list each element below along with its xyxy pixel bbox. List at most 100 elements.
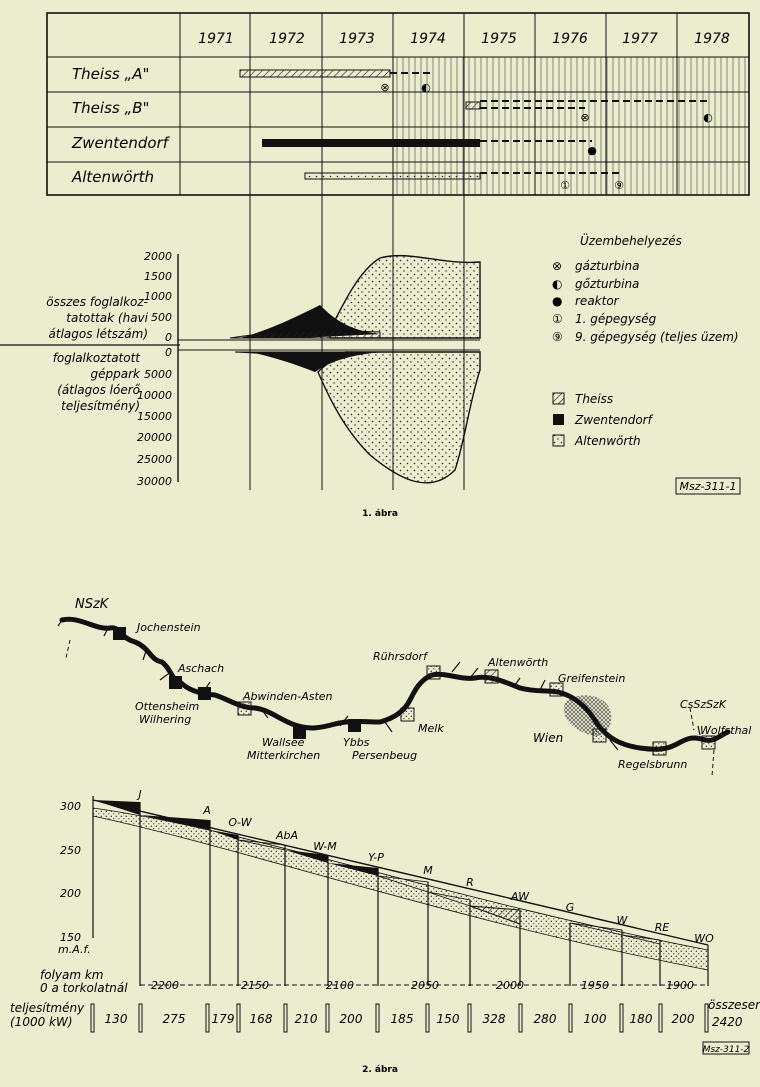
svg-text:280: 280 [534,1012,557,1026]
svg-text:2420: 2420 [712,1015,743,1029]
stamp-box [675,477,741,495]
svg-text:Wilhering: Wilhering [139,713,191,726]
station-ottensheim [198,687,211,700]
svg-text:G: G [566,901,575,914]
station-regelsbrunn [652,741,667,756]
figure-2-danube: NSzK CsSzSzK Wien Jochenstein Aschach Ot… [10,597,760,1075]
svg-text:1900: 1900 [666,979,694,992]
legend-zwentendorf-swatch [553,414,564,425]
theiss-workforce-area [229,330,381,339]
bar-theiss-a [239,69,391,78]
svg-text:géppark: géppark [91,367,142,381]
svg-text:20000: 20000 [137,431,172,444]
year-header: 1971 1972 1973 1974 1975 1976 1977 1978 [198,31,730,47]
svg-text:2000: 2000 [496,979,524,992]
svg-text:130: 130 [105,1012,128,1026]
legend-reactor-icon: ● [552,294,562,308]
svg-text:1950: 1950 [581,979,609,992]
svg-text:Melk: Melk [418,722,444,735]
zwentendorf-workforce-area [240,305,380,338]
svg-text:500: 500 [151,311,172,324]
svg-text:M: M [423,864,433,877]
svg-text:foglalkoztatott: foglalkoztatott [53,351,142,365]
elevation-ticks: 300 250 200 150 m.A.f. [58,800,91,956]
svg-text:30000: 30000 [137,475,172,488]
svg-text:W-M: W-M [313,840,337,853]
power-row: teljesítmény (1000 kW) 130 275 179 168 2… [10,998,760,1033]
danube-river [59,616,731,752]
altenworth-workforce-area [329,254,481,339]
figure-caption: 2. ábra [362,1065,398,1075]
svg-text:9. gépegység (teljes üzem): 9. gépegység (teljes üzem) [575,330,739,344]
figure-caption: 1. ábra [362,509,398,519]
unit-9-marker: ⑨ [614,179,624,192]
svg-text:Regelsbrunn: Regelsbrunn [618,758,687,771]
legend-unit9-icon: ⑨ [552,330,563,344]
svg-text:Theiss: Theiss [575,392,613,406]
legend-theiss-swatch [552,392,565,405]
svg-text:2100: 2100 [326,979,354,992]
steam-turbine-marker: ◐ [703,111,713,124]
svg-text:CsSzSzK: CsSzSzK [680,698,727,711]
svg-text:185: 185 [391,1012,414,1026]
svg-text:5000: 5000 [144,368,172,381]
legend-gas-turbine-icon: ⊗ [552,259,562,273]
svg-text:reaktor: reaktor [575,294,620,308]
gas-turbine-marker: ⊗ [380,81,389,94]
svg-text:168: 168 [250,1012,273,1026]
svg-text:(átlagos lóerő: (átlagos lóerő [57,383,140,397]
svg-text:gázturbina: gázturbina [575,259,639,273]
svg-text:Altenwörth: Altenwörth [574,434,641,448]
svg-text:0: 0 [165,331,172,344]
svg-text:1000: 1000 [144,290,172,303]
station-jochenstein [113,627,126,640]
svg-text:Persenbeug: Persenbeug [352,749,417,762]
svg-text:Ybbs: Ybbs [343,736,370,749]
year-label: 1971 [198,31,234,47]
svg-text:200: 200 [340,1012,363,1026]
svg-text:WO: WO [694,932,714,945]
elevation-profile [92,796,709,986]
svg-text:O-W: O-W [228,816,252,829]
svg-text:átlagos létszám): átlagos létszám) [49,327,148,341]
steam-turbine-marker: ◐ [421,81,431,94]
svg-text:AbA: AbA [275,829,298,842]
station-aschach [169,676,182,689]
altenworth-equipment-area [317,351,481,484]
row-label: Theiss „A" [72,65,149,83]
station-altenworth [484,669,499,684]
year-label: 1973 [339,31,375,47]
stamp-label: Msz-311-1 [680,480,737,493]
stamp-box [702,1041,750,1055]
svg-text:Mitterkirchen: Mitterkirchen [247,749,320,762]
year-label: 1975 [481,31,517,47]
svg-text:összes foglalkoz-: összes foglalkoz- [46,295,148,309]
station-wallsee [293,726,306,739]
svg-text:(1000 kW): (1000 kW) [10,1015,73,1029]
svg-text:Jochenstein: Jochenstein [135,621,201,634]
svg-text:J: J [136,788,141,801]
svg-text:150: 150 [437,1012,460,1026]
svg-text:0: 0 [165,346,172,359]
year-label: 1977 [622,31,658,47]
reactor-marker: ● [587,144,597,157]
station-ybbs [348,719,361,732]
year-label: 1976 [552,31,588,47]
km-axis: folyam km 0 a torkolatnál 2200 2150 2100… [40,968,708,995]
svg-text:Wallsee: Wallsee [262,736,305,749]
svg-text:200: 200 [60,887,81,900]
row-label: Theiss „B" [72,99,149,117]
y-ticks-top: 2000 1500 1000 500 0 [144,250,172,344]
svg-text:Ottensheim: Ottensheim [135,700,199,713]
svg-text:W: W [617,914,629,927]
map-labels: NSzK CsSzSzK Wien Jochenstein Aschach Ot… [75,597,751,771]
svg-text:teljesítmény: teljesítmény [10,1001,85,1015]
svg-text:AW: AW [510,890,530,903]
unit-1-marker: ① [560,179,570,192]
svg-text:300: 300 [60,800,81,813]
headwater-steps [93,800,378,876]
svg-text:1500: 1500 [144,270,172,283]
svg-text:Y-P: Y-P [368,851,384,864]
svg-text:210: 210 [295,1012,318,1026]
station-abwinden [237,701,252,716]
